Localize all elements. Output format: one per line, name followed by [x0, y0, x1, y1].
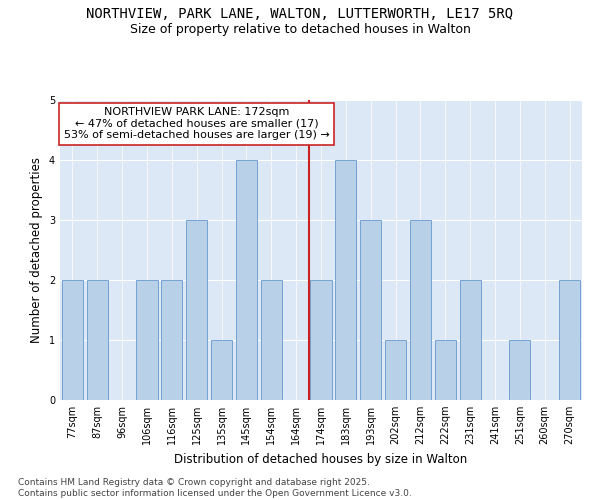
Bar — [335, 160, 356, 400]
Bar — [62, 280, 83, 400]
Bar — [236, 160, 257, 400]
Bar — [385, 340, 406, 400]
Bar — [509, 340, 530, 400]
Text: Contains HM Land Registry data © Crown copyright and database right 2025.
Contai: Contains HM Land Registry data © Crown c… — [18, 478, 412, 498]
Bar — [261, 280, 282, 400]
Bar — [310, 280, 332, 400]
Bar — [435, 340, 456, 400]
Bar — [410, 220, 431, 400]
Bar — [87, 280, 108, 400]
Bar — [136, 280, 158, 400]
Y-axis label: Number of detached properties: Number of detached properties — [31, 157, 43, 343]
Bar — [559, 280, 580, 400]
Bar — [161, 280, 182, 400]
Bar — [186, 220, 207, 400]
Bar — [211, 340, 232, 400]
X-axis label: Distribution of detached houses by size in Walton: Distribution of detached houses by size … — [175, 452, 467, 466]
Text: Size of property relative to detached houses in Walton: Size of property relative to detached ho… — [130, 22, 470, 36]
Bar — [460, 280, 481, 400]
Bar — [360, 220, 381, 400]
Text: NORTHVIEW, PARK LANE, WALTON, LUTTERWORTH, LE17 5RQ: NORTHVIEW, PARK LANE, WALTON, LUTTERWORT… — [86, 8, 514, 22]
Text: NORTHVIEW PARK LANE: 172sqm
← 47% of detached houses are smaller (17)
53% of sem: NORTHVIEW PARK LANE: 172sqm ← 47% of det… — [64, 107, 329, 140]
